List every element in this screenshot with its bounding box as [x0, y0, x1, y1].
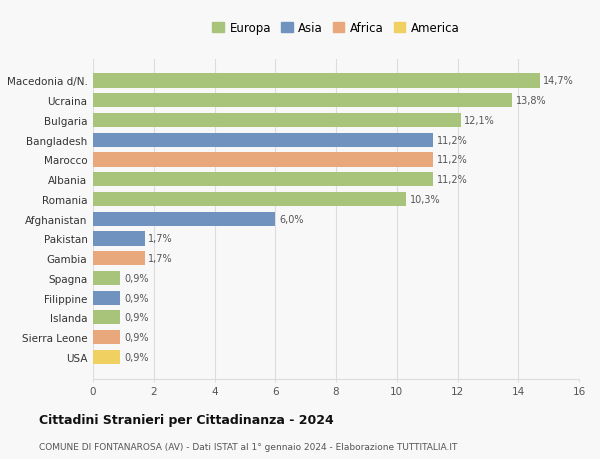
Text: 14,7%: 14,7% — [543, 76, 574, 86]
Text: 0,9%: 0,9% — [124, 352, 148, 362]
Text: 6,0%: 6,0% — [279, 214, 304, 224]
Text: 11,2%: 11,2% — [437, 155, 467, 165]
Text: 0,9%: 0,9% — [124, 273, 148, 283]
Text: 1,7%: 1,7% — [148, 234, 173, 244]
Text: 10,3%: 10,3% — [410, 195, 440, 204]
Bar — [93, 271, 121, 285]
Text: 0,9%: 0,9% — [124, 313, 148, 323]
Bar — [93, 133, 433, 147]
Bar — [93, 153, 433, 167]
Text: 12,1%: 12,1% — [464, 116, 495, 126]
Bar — [93, 311, 121, 325]
Bar — [93, 113, 461, 128]
Text: 11,2%: 11,2% — [437, 175, 467, 185]
Bar — [93, 291, 121, 305]
Bar — [93, 350, 121, 364]
Text: 0,9%: 0,9% — [124, 293, 148, 303]
Bar — [93, 252, 145, 266]
Bar — [93, 330, 121, 344]
Bar — [93, 212, 275, 226]
Text: Cittadini Stranieri per Cittadinanza - 2024: Cittadini Stranieri per Cittadinanza - 2… — [39, 413, 334, 426]
Legend: Europa, Asia, Africa, America: Europa, Asia, Africa, America — [208, 18, 464, 40]
Text: COMUNE DI FONTANAROSA (AV) - Dati ISTAT al 1° gennaio 2024 - Elaborazione TUTTIT: COMUNE DI FONTANAROSA (AV) - Dati ISTAT … — [39, 442, 457, 451]
Bar — [93, 94, 512, 108]
Text: 11,2%: 11,2% — [437, 135, 467, 146]
Bar — [93, 232, 145, 246]
Bar — [93, 74, 539, 88]
Text: 0,9%: 0,9% — [124, 332, 148, 342]
Text: 1,7%: 1,7% — [148, 253, 173, 263]
Bar — [93, 192, 406, 207]
Bar — [93, 173, 433, 187]
Text: 13,8%: 13,8% — [516, 96, 547, 106]
